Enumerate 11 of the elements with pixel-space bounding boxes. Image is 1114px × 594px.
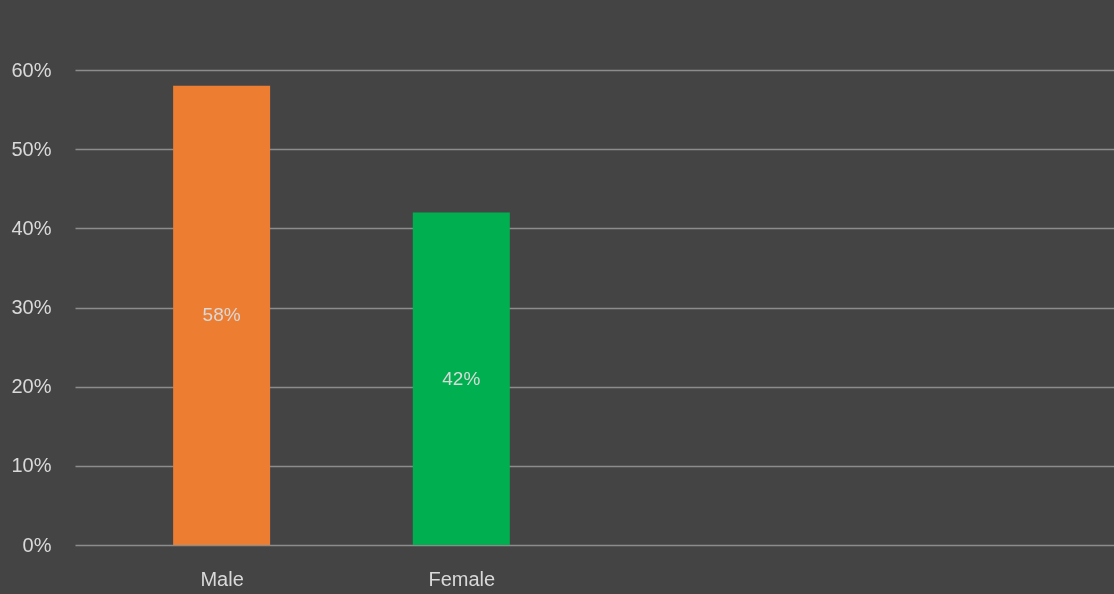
y-tick-label: 30% [11,296,52,318]
y-tick-label: 40% [11,216,52,239]
y-tick-label: 60% [11,58,52,81]
y-tick-label: 50% [11,137,52,160]
y-tick-label: 10% [11,454,52,477]
y-tick-label: 20% [11,375,52,398]
x-tick-label: Male [200,567,244,590]
x-tick-label: Female [428,567,496,590]
data-label: 58% [202,304,241,326]
data-label: 42% [442,367,481,389]
y-tick-label: 0% [22,533,52,556]
